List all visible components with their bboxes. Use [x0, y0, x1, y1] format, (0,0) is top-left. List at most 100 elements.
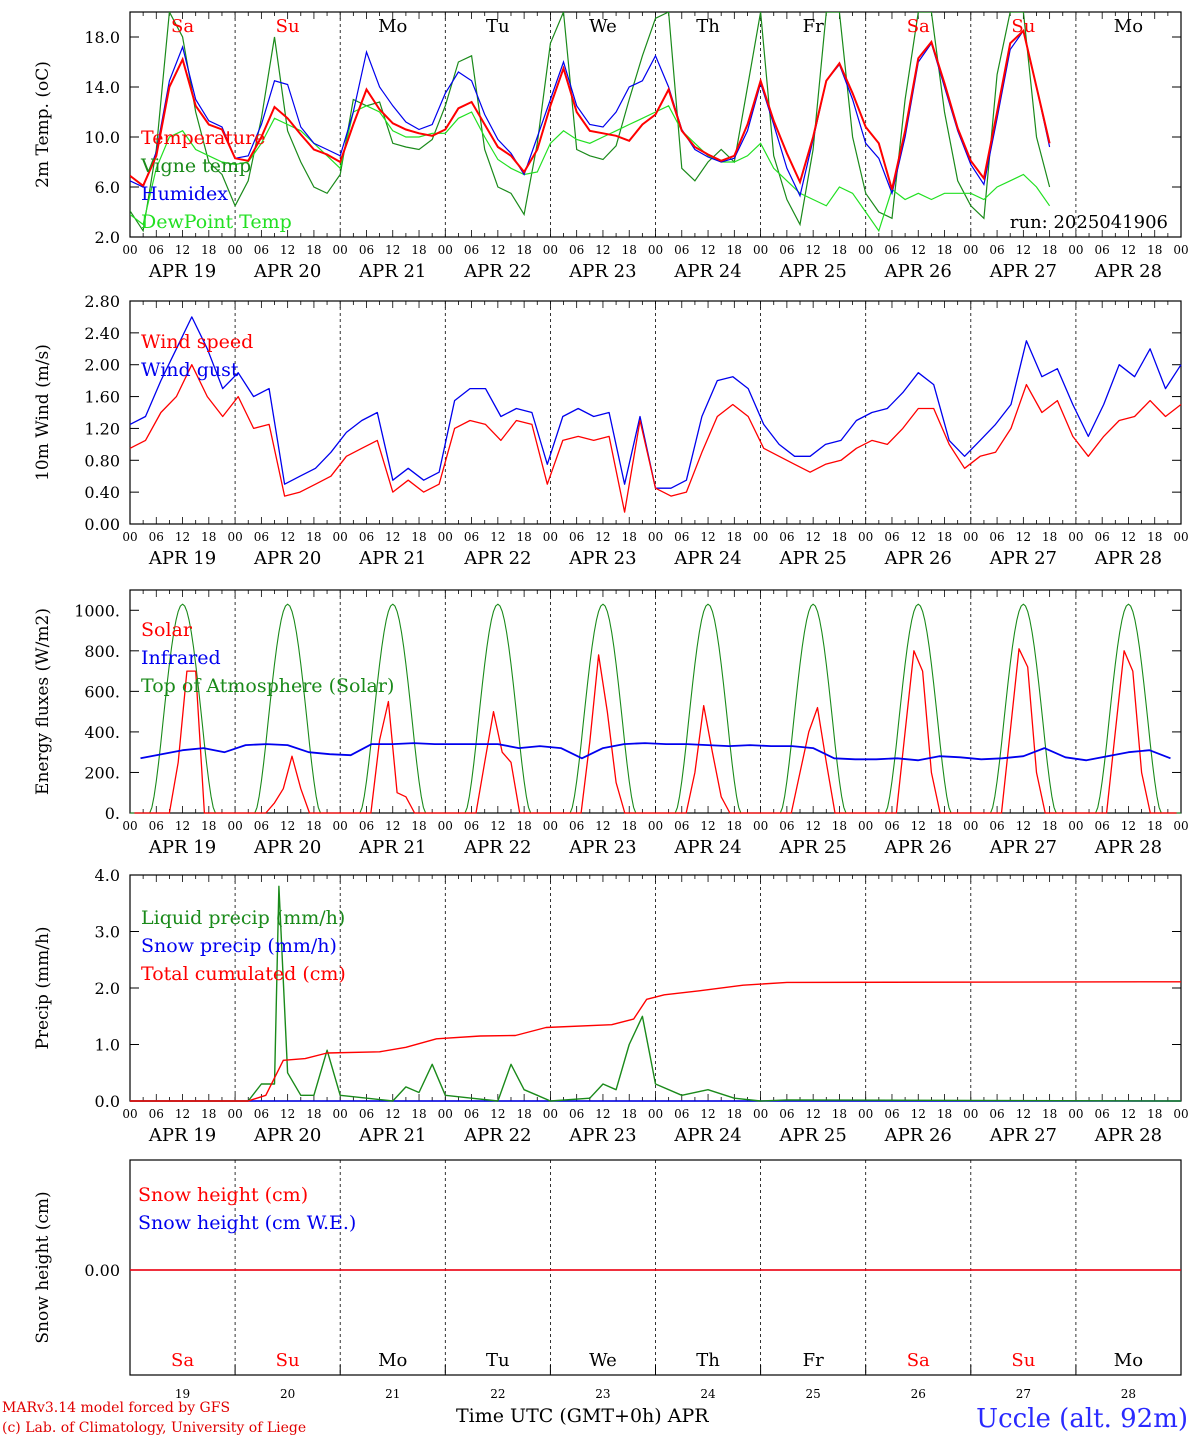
hour-tick-label: 00 — [333, 243, 348, 257]
hour-tick-label: 00 — [648, 530, 663, 544]
hour-tick-label: 06 — [884, 1107, 899, 1121]
legend-entry: Snow precip (mm/h) — [141, 935, 337, 957]
weekday-label: Mo — [378, 1350, 407, 1371]
x-axis-title: Time UTC (GMT+0h) APR — [456, 1405, 709, 1427]
weekday-label: Tu — [486, 16, 510, 37]
day-label: APR 26 — [884, 548, 952, 569]
day-number-label: 22 — [490, 1387, 505, 1400]
hour-tick-label: 00 — [1173, 530, 1188, 544]
hour-tick-label: 06 — [989, 530, 1004, 544]
day-number-label: 25 — [806, 1387, 821, 1400]
hour-tick-label: 12 — [595, 530, 610, 544]
series-line-infrared — [140, 742, 1171, 762]
y-tick-label: 1.20 — [84, 419, 120, 438]
hour-tick-label: 06 — [464, 1107, 479, 1121]
hour-tick-label: 12 — [1016, 1107, 1031, 1121]
hour-tick-label: 00 — [227, 1107, 242, 1121]
hour-tick-label: 18 — [306, 530, 321, 544]
day-label: APR 27 — [989, 261, 1057, 282]
hour-tick-label: 00 — [333, 530, 348, 544]
hour-tick-label: 00 — [543, 819, 558, 833]
hour-tick-label: 06 — [674, 819, 689, 833]
hour-tick-label: 00 — [227, 530, 242, 544]
hour-tick-label: 12 — [280, 819, 295, 833]
series-line-dewpoint-temp — [130, 105, 1051, 233]
day-label: APR 21 — [358, 1125, 426, 1146]
hour-tick-label: 12 — [595, 1107, 610, 1121]
hour-tick-label: 12 — [806, 1107, 821, 1121]
y-tick-label: 0.80 — [84, 451, 120, 470]
hour-tick-label: 06 — [254, 530, 269, 544]
y-tick-label: 200. — [84, 763, 120, 782]
hour-tick-label: 18 — [622, 1107, 637, 1121]
hour-tick-label: 18 — [201, 243, 216, 257]
hour-tick-label: 18 — [306, 1107, 321, 1121]
weekday-label: Su — [276, 16, 300, 37]
hour-tick-label: 00 — [1068, 530, 1083, 544]
run-label: run: 2025041906 — [1010, 212, 1168, 233]
day-number-label: 19 — [175, 1387, 190, 1400]
series-line-wind-gust — [129, 316, 1182, 489]
hour-tick-label: 18 — [727, 243, 742, 257]
y-axis-label: Precip (mm/h) — [33, 926, 53, 1049]
series-line-humidex — [130, 29, 1051, 198]
hour-tick-label: 00 — [333, 819, 348, 833]
hour-tick-label: 18 — [832, 243, 847, 257]
weekday-label: Fr — [803, 1350, 824, 1371]
weekday-label: Sa — [171, 1350, 194, 1371]
day-label: APR 23 — [568, 548, 636, 569]
legend-entry: DewPoint Temp — [141, 211, 292, 233]
hour-tick-label: 12 — [1121, 1107, 1136, 1121]
day-label: APR 21 — [358, 837, 426, 858]
hour-tick-label: 06 — [1095, 243, 1110, 257]
hour-tick-label: 00 — [543, 1107, 558, 1121]
hour-tick-label: 06 — [464, 243, 479, 257]
series-line-temperature — [130, 28, 1051, 190]
hour-tick-label: 12 — [490, 819, 505, 833]
hour-tick-label: 06 — [674, 1107, 689, 1121]
hour-tick-label: 06 — [989, 243, 1004, 257]
hour-tick-label: 18 — [1042, 1107, 1057, 1121]
hour-tick-label: 00 — [333, 1107, 348, 1121]
hour-tick-label: 06 — [884, 530, 899, 544]
day-label: APR 19 — [148, 548, 216, 569]
legend-entry: Snow height (cm W.E.) — [138, 1212, 356, 1234]
hour-tick-label: 18 — [832, 530, 847, 544]
y-tick-label: 2.00 — [84, 356, 120, 375]
lab-credit: (c) Lab. of Climatology, University of L… — [2, 1420, 307, 1436]
hour-tick-label: 06 — [569, 1107, 584, 1121]
hour-tick-label: 12 — [490, 243, 505, 257]
hour-tick-label: 18 — [411, 243, 426, 257]
hour-tick-label: 18 — [832, 819, 847, 833]
hour-tick-label: 06 — [1095, 530, 1110, 544]
hour-tick-label: 06 — [254, 1107, 269, 1121]
hour-tick-label: 06 — [254, 819, 269, 833]
hour-tick-label: 18 — [622, 243, 637, 257]
hour-tick-label: 12 — [175, 243, 190, 257]
hour-tick-label: 18 — [622, 530, 637, 544]
day-label: APR 28 — [1094, 837, 1162, 858]
legend-entry: Wind speed — [141, 331, 253, 353]
hour-tick-label: 00 — [1173, 1107, 1188, 1121]
hour-tick-label: 00 — [122, 530, 137, 544]
day-label: APR 20 — [253, 261, 321, 282]
hour-tick-label: 18 — [1147, 819, 1162, 833]
hour-tick-label: 06 — [884, 819, 899, 833]
day-label: APR 25 — [779, 548, 847, 569]
hour-tick-label: 12 — [1121, 243, 1136, 257]
day-label: APR 22 — [463, 1125, 531, 1146]
hour-tick-label: 00 — [1068, 243, 1083, 257]
series-line-liquid-precip-mm-h — [130, 885, 1182, 1102]
hour-tick-label: 00 — [753, 530, 768, 544]
y-axis-label: Snow height (cm) — [33, 1191, 53, 1343]
hour-tick-label: 18 — [516, 1107, 531, 1121]
day-number-label: 28 — [1121, 1387, 1136, 1400]
day-number-label: 26 — [911, 1387, 926, 1400]
legend-entry: Solar — [141, 619, 193, 641]
day-label: APR 26 — [884, 837, 952, 858]
hour-tick-label: 12 — [595, 243, 610, 257]
hour-tick-label: 00 — [858, 1107, 873, 1121]
hour-tick-label: 12 — [806, 530, 821, 544]
day-number-label: 21 — [385, 1387, 400, 1400]
weekday-label: Su — [1011, 1350, 1035, 1371]
